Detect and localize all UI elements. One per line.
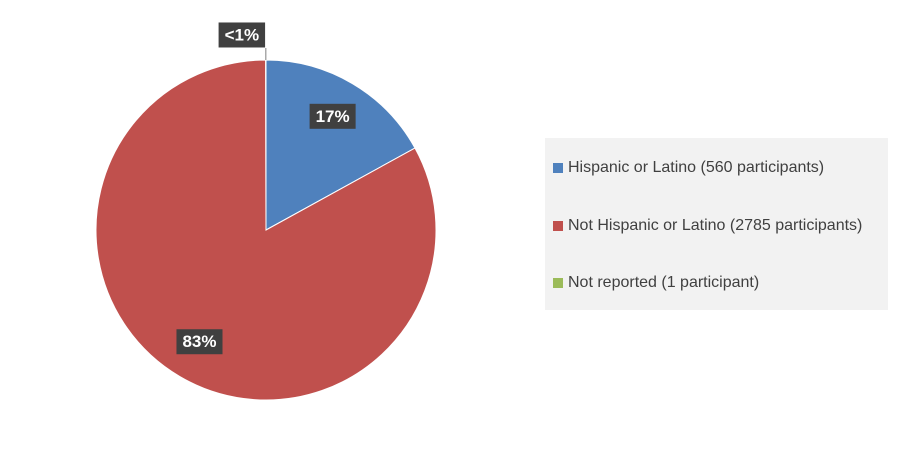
data-label-box: [176, 329, 223, 355]
data-label: <1%: [225, 25, 260, 44]
data-label-box: [218, 22, 266, 48]
legend-label: Not reported (1 participant): [568, 274, 759, 291]
legend-swatch: [553, 278, 563, 288]
legend-label: Hispanic or Latino (560 participants): [568, 159, 824, 176]
data-label: 17%: [316, 107, 350, 126]
legend-swatch: [553, 221, 563, 231]
legend-label: Not Hispanic or Latino (2785 participant…: [568, 217, 862, 234]
legend-box: [545, 138, 888, 310]
data-label-box: [309, 103, 356, 129]
pie-slice: [265, 59, 416, 231]
pie-slice: [95, 59, 437, 401]
data-label: 83%: [182, 332, 216, 351]
legend-swatch: [553, 163, 563, 173]
